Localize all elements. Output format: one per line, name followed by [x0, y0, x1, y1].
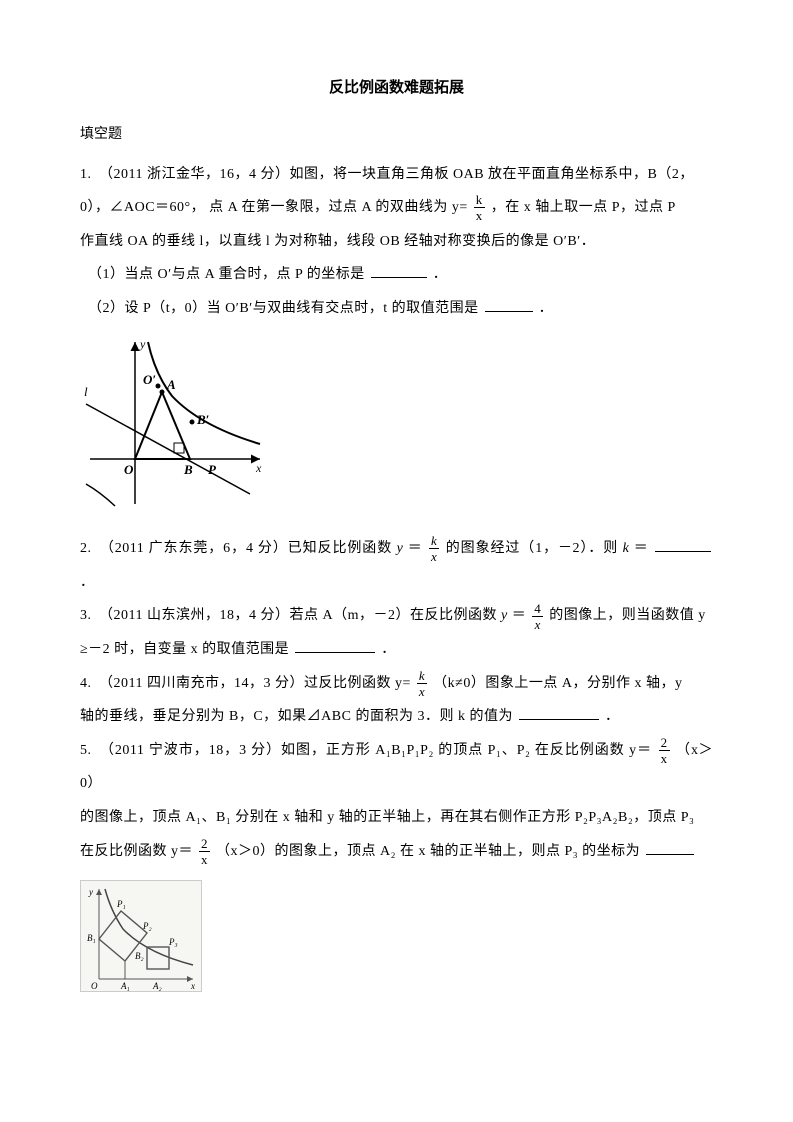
- q5-frac-den: x: [659, 751, 670, 765]
- figure-2-svg: y x O P₁ P₂ P₃ B₁ B₂ A₁ A₂: [80, 880, 202, 992]
- fig1-label-B: B: [183, 462, 193, 477]
- q3-y: y: [501, 608, 508, 623]
- question-1-sub2: （2）设 P（t，0）当 O′B′与双曲线有交点时，t 的取值范围是 ．: [80, 292, 713, 326]
- fig2-label-O: O: [91, 981, 98, 991]
- fig2-label-B1: B₁: [87, 933, 96, 943]
- q5-frac-num: 2: [659, 736, 670, 751]
- q4-frac-num: k: [417, 669, 427, 684]
- q1-fraction: k x: [474, 193, 485, 222]
- q3-frac-den: x: [532, 617, 543, 631]
- fig2-label-P2: P₂: [142, 921, 152, 931]
- q2-b: 的图象经过（1，－2）．则: [446, 541, 618, 556]
- page: 反比例函数难题拓展 填空题 1. （2011 浙江金华，16，4 分）如图，将一…: [0, 0, 793, 1122]
- fig2-label-P3: P₃: [168, 937, 178, 947]
- figure-2: y x O P₁ P₂ P₃ B₁ B₂ A₁ A₂: [80, 880, 713, 1006]
- fig2-label-P1: P₁: [116, 899, 126, 909]
- fig1-label-Oprime: O′: [143, 372, 156, 387]
- q5-a: 5. （2011 宁波市，18，3 分）如图，正方形 A₁B₁P₁P₂ 的顶点 …: [80, 743, 652, 758]
- q5-frac-num2: 2: [199, 837, 210, 852]
- q5-line2: 的图像上，顶点 A₁、B₁ 分别在 x 轴和 y 轴的正半轴上，再在其右侧作正方…: [80, 810, 694, 825]
- q5-fraction-1: 2 x: [659, 736, 670, 765]
- q2-k: k: [623, 541, 630, 556]
- q5-frac-den2: x: [199, 852, 210, 866]
- q2-frac-den: x: [429, 549, 439, 563]
- q1-line3: 作直线 OA 的垂线 l，以直线 l 为对称轴，线段 OB 经轴对称变换后的像是…: [80, 234, 595, 249]
- q5-blank: [646, 840, 694, 855]
- fig1-label-l: l: [84, 384, 88, 399]
- question-1-sub1: （1）当点 O′与点 A 重合时，点 P 的坐标是 ．: [80, 258, 713, 292]
- q3-b: 的图像上，则当函数值 y: [549, 608, 706, 623]
- fig1-label-P: P: [208, 462, 217, 477]
- q1-sub2-blank: [485, 297, 533, 312]
- q4-line2end: ．: [605, 709, 620, 724]
- q3-line2a: ≥－2 时，自变量 x 的取值范围是: [80, 642, 289, 657]
- q3-frac-num: 4: [532, 602, 543, 617]
- q1-frac-num: k: [474, 193, 485, 208]
- q3-line2end: ．: [381, 642, 396, 657]
- question-2: 2. （2011 广东东莞，6，4 分）已知反比例函数 y ＝ k x 的图象经…: [80, 532, 713, 599]
- q4-line2a: 轴的垂线，垂足分别为 B，C，如果⊿ABC 的面积为 3．则 k 的值为: [80, 709, 513, 724]
- q2-blank: [655, 537, 711, 552]
- fig2-label-x: x: [190, 981, 195, 991]
- fig1-label-y: y: [139, 337, 146, 351]
- q4-blank: [519, 705, 599, 720]
- fig2-label-A2: A₂: [152, 981, 162, 991]
- question-5: 5. （2011 宁波市，18，3 分）如图，正方形 A₁B₁P₁P₂ 的顶点 …: [80, 734, 713, 868]
- q2-frac-num: k: [429, 534, 439, 549]
- fig1-label-x: x: [255, 461, 262, 475]
- fig2-label-y: y: [88, 887, 93, 897]
- question-4: 4. （2011 四川南充市，14，3 分）过反比例函数 y= k x （k≠0…: [80, 667, 713, 734]
- q4-a: 4. （2011 四川南充市，14，3 分）过反比例函数 y=: [80, 676, 411, 691]
- fig1-label-Bprime: B′: [196, 412, 210, 427]
- fig1-label-A: A: [166, 377, 176, 392]
- q3-blank: [295, 638, 375, 653]
- fig2-label-A1: A₁: [120, 981, 130, 991]
- q1-sub2-text: （2）设 P（t，0）当 O′B′与双曲线有交点时，t 的取值范围是: [88, 301, 479, 316]
- q5-line3b: （x＞0）的图象上，顶点 A₂ 在 x 轴的正半轴上，则点 P₃ 的坐标为: [216, 844, 640, 859]
- q2-end: ．: [80, 575, 95, 590]
- q1-line2a: 0），∠AOC＝60°， 点 A 在第一象限，过点 A 的双曲线为 y=: [80, 200, 468, 215]
- q3-eq: ＝: [512, 608, 527, 623]
- q4-frac-den: x: [417, 684, 427, 698]
- figure-1: y x O O′ A B′ B P l: [80, 334, 713, 523]
- page-title: 反比例函数难题拓展: [80, 70, 713, 106]
- question-3: 3. （2011 山东滨州，18，4 分）若点 A（m，－2）在反比例函数 y …: [80, 599, 713, 666]
- q2-fraction: k x: [429, 534, 439, 563]
- q1-sub1-text: （1）当点 O′与点 A 重合时，点 P 的坐标是: [88, 267, 365, 282]
- figure-1-svg: y x O O′ A B′ B P l: [80, 334, 270, 509]
- q3-fraction: 4 x: [532, 602, 543, 631]
- q2-y: y: [397, 541, 404, 556]
- q5-line3a: 在反比例函数 y＝: [80, 844, 193, 859]
- fig1-label-O: O: [124, 462, 134, 477]
- q1-sub2-end: ．: [539, 301, 554, 316]
- q1-frac-den: x: [474, 208, 485, 222]
- q5-fraction-2: 2 x: [199, 837, 210, 866]
- q4-fraction: k x: [417, 669, 427, 698]
- q2-eq: ＝: [408, 541, 423, 556]
- q2-c: ＝: [634, 541, 649, 556]
- q4-b: （k≠0）图象上一点 A，分别作 x 轴，y: [433, 676, 682, 691]
- q1-sub1-blank: [371, 263, 427, 278]
- section-label: 填空题: [80, 118, 713, 152]
- question-1: 1. （2011 浙江金华，16，4 分）如图，将一块直角三角板 OAB 放在平…: [80, 158, 713, 259]
- q2-a: 2. （2011 广东东莞，6，4 分）已知反比例函数: [80, 541, 392, 556]
- q1-sub1-end: ．: [433, 267, 448, 282]
- q1-line1: 1. （2011 浙江金华，16，4 分）如图，将一块直角三角板 OAB 放在平…: [80, 167, 694, 182]
- fig2-label-B2: B₂: [135, 951, 144, 961]
- q1-line2b: ，在 x 轴上取一点 P，过点 P: [491, 200, 676, 215]
- q3-a: 3. （2011 山东滨州，18，4 分）若点 A（m，－2）在反比例函数: [80, 608, 497, 623]
